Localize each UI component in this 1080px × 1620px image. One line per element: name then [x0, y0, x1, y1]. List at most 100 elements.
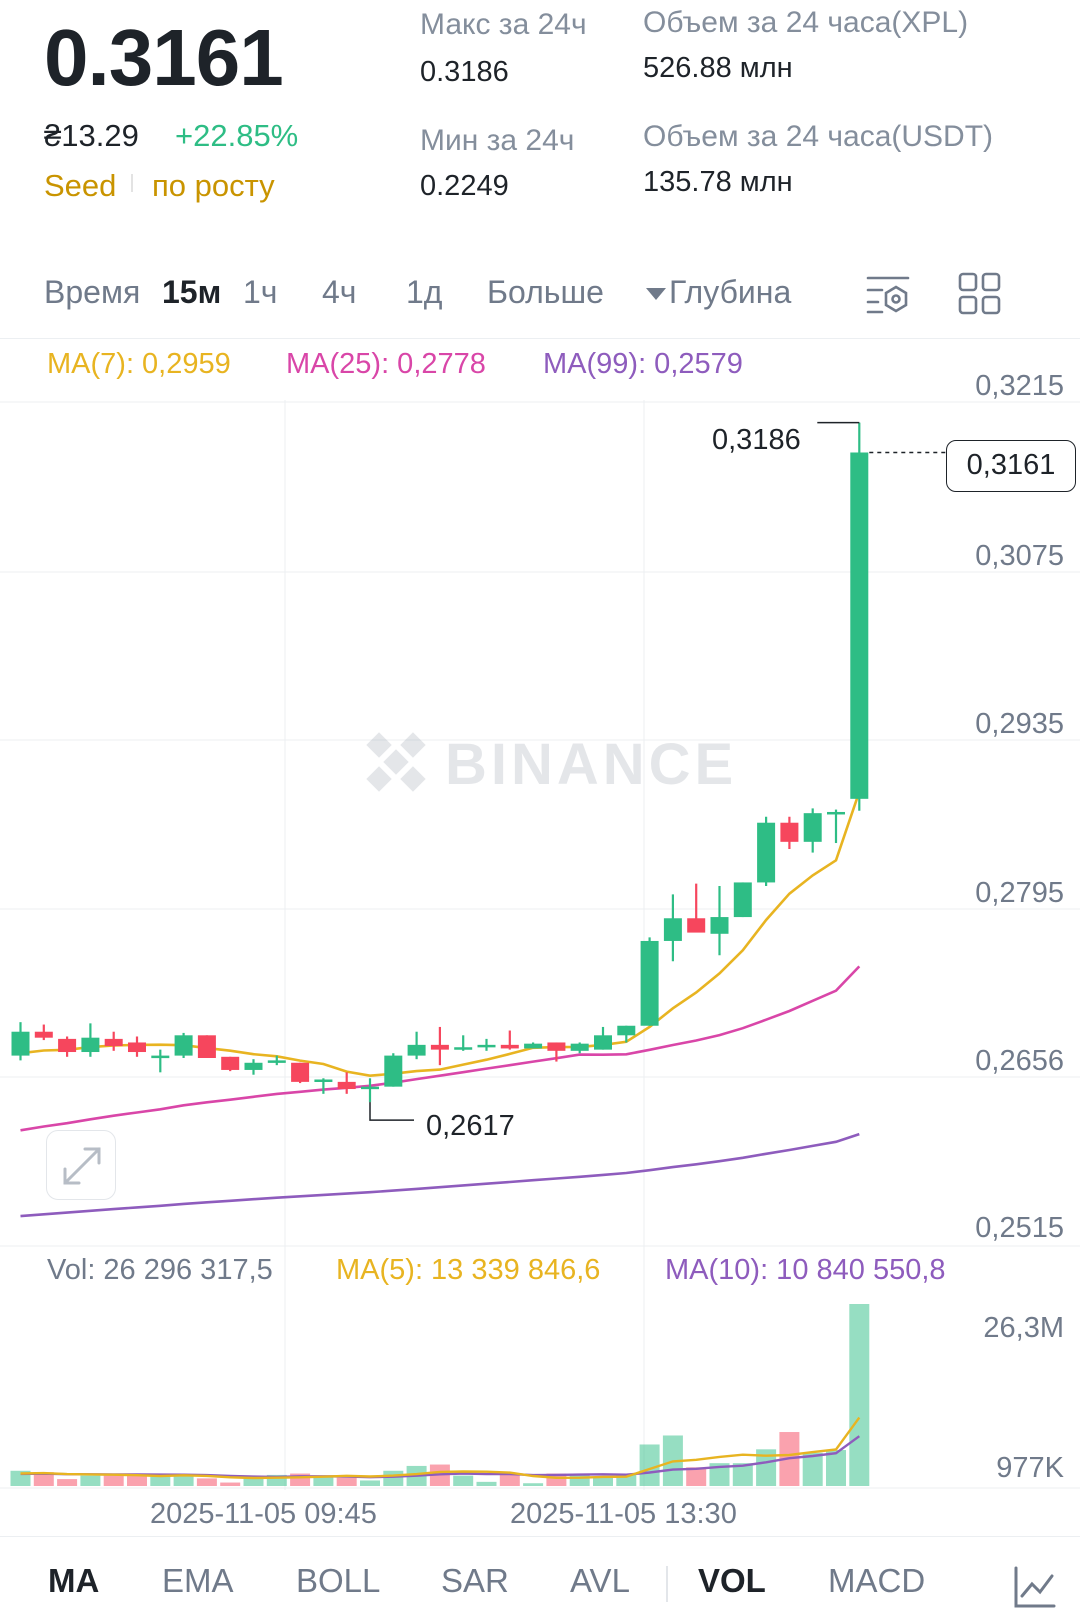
candle-body: [197, 1035, 216, 1058]
trend-tag[interactable]: по росту: [152, 168, 275, 203]
candle: [128, 1036, 146, 1057]
low-24h-value: 0.2249: [420, 170, 509, 202]
indicator-macd[interactable]: MACD: [828, 1562, 926, 1599]
candle-body: [361, 1086, 379, 1090]
candle: [570, 1042, 589, 1054]
candle-body: [477, 1044, 496, 1048]
volume-base-value: 526.88 млн: [643, 52, 793, 84]
price-axis-label: 0,3075: [975, 540, 1064, 572]
candle-body: [827, 811, 845, 815]
price-axis-label: 0,2935: [975, 708, 1064, 740]
expand-icon: [63, 1147, 101, 1185]
chart-settings-icon[interactable]: [866, 272, 910, 316]
candle: [58, 1036, 77, 1057]
indicator-ema[interactable]: EMA: [162, 1562, 234, 1599]
price-axis-label: 0,2795: [975, 877, 1064, 909]
candle: [477, 1038, 496, 1051]
volume-bar: [57, 1479, 78, 1486]
candle-body: [430, 1044, 449, 1050]
candle-body: [221, 1056, 240, 1070]
candle-body: [757, 822, 776, 883]
volume-bar: [499, 1474, 520, 1486]
tab-1h[interactable]: 1ч: [243, 274, 278, 310]
indicator-ma[interactable]: MA: [48, 1562, 100, 1599]
depth-tab[interactable]: Глубина: [669, 274, 792, 310]
indicator-avl[interactable]: AVL: [570, 1562, 630, 1599]
volume-bar: [709, 1463, 730, 1486]
candle: [34, 1024, 53, 1041]
candle: [174, 1032, 193, 1058]
high-marker-label: 0,3186: [712, 424, 801, 456]
candle: [850, 422, 869, 811]
volume-ma10-line: [20, 1435, 861, 1479]
indicator-boll[interactable]: BOLL: [296, 1562, 381, 1599]
price-axis-label: 0,3215: [975, 370, 1064, 402]
volume-bar: [220, 1482, 241, 1486]
volume-bar: [173, 1475, 194, 1486]
candle-body: [384, 1055, 403, 1087]
candle: [151, 1049, 170, 1073]
layout-grid-icon[interactable]: [958, 272, 1002, 316]
caret-down-icon[interactable]: [646, 288, 666, 300]
indicator-divider: [0, 1536, 1080, 1537]
low-marker-line: [369, 1102, 414, 1121]
tab-4h[interactable]: 4ч: [322, 274, 357, 310]
volume-bar: [243, 1477, 264, 1486]
ma7-legend: MA(7): 0,2959: [47, 348, 231, 380]
high-24h-label: Макс за 24ч: [420, 8, 587, 41]
indicator-vol[interactable]: VOL: [698, 1562, 766, 1599]
volume-bar: [593, 1477, 613, 1486]
candle-body: [687, 918, 706, 933]
ma25-line: [20, 965, 861, 1132]
candle-body: [547, 1042, 566, 1051]
candle-body: [34, 1031, 53, 1038]
candle-body: [267, 1060, 286, 1063]
candle: [81, 1023, 100, 1057]
candle: [500, 1030, 519, 1050]
time-label[interactable]: Время: [44, 274, 141, 310]
candle-body: [663, 918, 682, 941]
change-percent: +22.85%: [175, 118, 299, 153]
candle: [733, 882, 752, 918]
candle: [803, 808, 822, 853]
volume-bar: [33, 1472, 54, 1486]
ma7-line: [20, 791, 861, 1078]
volume-bar: [569, 1474, 590, 1486]
volume-bar: [127, 1473, 147, 1486]
indicator-settings-icon[interactable]: [1012, 1564, 1058, 1610]
candle: [640, 937, 659, 1026]
tab-1d[interactable]: 1д: [406, 274, 443, 310]
volume-bar: [686, 1467, 707, 1486]
candle-body: [337, 1081, 356, 1090]
candle-body: [594, 1035, 612, 1050]
expand-chart-button[interactable]: [46, 1130, 116, 1200]
candle: [524, 1042, 543, 1049]
volume-legend: Vol: 26 296 317,5: [47, 1254, 273, 1286]
current-price-tag[interactable]: 0,3161: [946, 440, 1076, 492]
indicator-separator: [666, 1566, 668, 1602]
indicator-sar[interactable]: SAR: [441, 1562, 509, 1599]
volume-bar: [150, 1476, 171, 1486]
candle: [267, 1055, 286, 1066]
candle: [454, 1035, 473, 1051]
volume-axis-label: 977K: [996, 1452, 1064, 1484]
last-price: 0.3161: [44, 13, 284, 102]
candle-body: [803, 813, 822, 842]
candle-body: [407, 1044, 426, 1056]
volume-bar: [616, 1474, 637, 1486]
volume-bar: [313, 1475, 334, 1486]
watermark-text: BINANCE: [445, 732, 737, 797]
candle: [104, 1031, 123, 1051]
tab-15m[interactable]: 15м: [162, 274, 222, 310]
volume-bar: [80, 1475, 101, 1486]
more-button[interactable]: Больше: [487, 274, 604, 310]
candle: [827, 809, 845, 844]
volume-bar: [453, 1475, 474, 1486]
volume-bar: [103, 1475, 124, 1486]
candle: [244, 1059, 263, 1075]
volume-bar: [732, 1463, 753, 1486]
high-24h-value: 0.3186: [420, 56, 509, 88]
candle: [337, 1072, 356, 1094]
seed-tag[interactable]: Seed: [44, 168, 117, 203]
